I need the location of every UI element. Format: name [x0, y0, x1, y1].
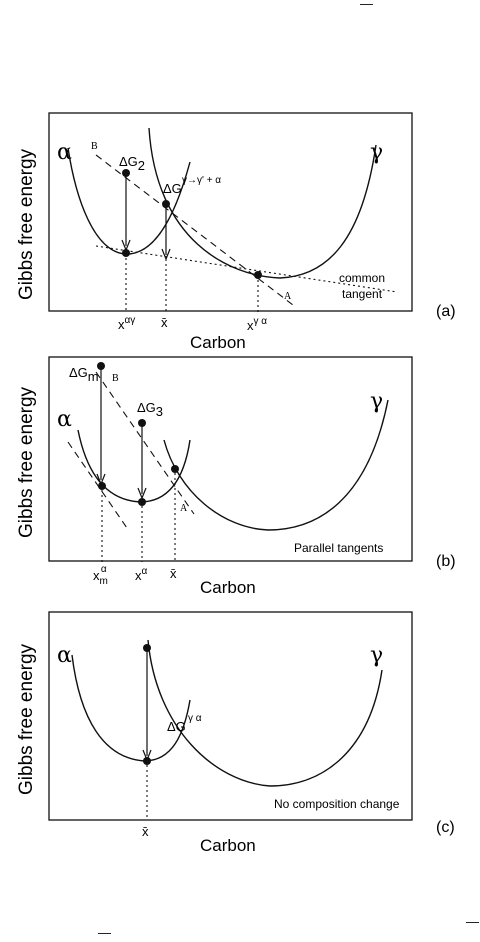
- panel-c-frame: [48, 611, 413, 821]
- panel-b-tick-xbar: x̄: [170, 566, 177, 581]
- panel-b-tick-xm-alpha: xmα: [93, 564, 108, 587]
- panel-c-dg-superscript: γ α: [188, 713, 202, 724]
- panel-a-point-a: A: [284, 291, 292, 302]
- panel-b-gamma-label: γ: [370, 389, 383, 414]
- panel-b-note: Parallel tangents: [294, 541, 383, 555]
- panel-a-dg-superscript: γ→γ' + α: [182, 175, 221, 186]
- panel-a-alpha-label: α: [57, 140, 72, 165]
- panel-a-tag: (a): [436, 303, 456, 320]
- panel-a-point-b: B: [91, 141, 98, 152]
- panel-a-dg2-symbol: ΔG2: [119, 154, 145, 173]
- panel-c-tick-xbar: x̄: [142, 824, 149, 839]
- panel-a-note-tangent: tangent: [342, 287, 383, 301]
- panel-a-tick-x-gamma-alpha: xγ α: [247, 316, 267, 333]
- panel-a-frame: [48, 112, 413, 312]
- panel-a-dg-symbol: ΔG: [163, 181, 182, 196]
- panel-b-tick-x-alpha: xα: [135, 566, 148, 583]
- panel-b-point-a: A: [180, 503, 188, 514]
- panel-b-gamma-curve: [163, 399, 389, 531]
- panel-c-tag: (c): [436, 819, 455, 836]
- panel-a-gamma-curve: [148, 127, 377, 279]
- panel-c-dg-symbol: ΔG: [167, 719, 186, 734]
- panel-c-alpha-label: α: [57, 643, 72, 668]
- panel-c-alpha-curve: [71, 654, 191, 762]
- panel-a-xlabel: Carbon: [190, 333, 246, 352]
- panel-a-gamma-label: γ: [370, 140, 383, 165]
- panel-b: Gibbs free energy α γ B A ΔGm ΔG3 Parall…: [16, 356, 456, 597]
- panel-c-point: [143, 644, 151, 652]
- panel-b-dg3-symbol: ΔG3: [137, 400, 163, 419]
- panel-a-point: [122, 169, 130, 177]
- panel-b-xlabel: Carbon: [200, 578, 256, 597]
- corner-mark-right: —: [466, 914, 479, 929]
- panel-b-tangent-ba: [95, 371, 195, 515]
- panel-b-point: [171, 465, 179, 473]
- panel-c-xlabel: Carbon: [200, 836, 256, 855]
- panel-c-gamma-label: γ: [370, 643, 383, 668]
- panel-a-point: [162, 200, 170, 208]
- panel-c-note: No composition change: [274, 797, 400, 811]
- panel-b-dgm-symbol: ΔGm: [69, 365, 99, 384]
- panel-c-ylabel: Gibbs free energy: [16, 643, 37, 795]
- panel-a-note-common: common: [339, 271, 385, 285]
- panel-b-parallel-tangent: [67, 441, 128, 529]
- panel-a-tick-xbar: x̄: [161, 315, 168, 330]
- panel-b-frame: [48, 356, 413, 562]
- panel-b-ylabel: Gibbs free energy: [16, 386, 37, 538]
- panel-a: Gibbs free energy α γ B A ΔG2 ΔG γ→γ' + …: [16, 112, 456, 352]
- panel-b-alpha-label: α: [57, 407, 72, 432]
- panel-a-ylabel: Gibbs free energy: [16, 148, 37, 300]
- panel-a-common-tangent: [95, 245, 398, 293]
- panel-a-tick-x-alpha-gamma: xαγ: [118, 315, 135, 332]
- panel-c-gamma-curve: [147, 639, 383, 787]
- panel-b-point-b: B: [112, 373, 119, 384]
- panel-b-point: [138, 498, 146, 506]
- panel-c: Gibbs free energy α γ ΔG γ α No composit…: [16, 611, 455, 855]
- corner-mark-bottom: —: [98, 925, 111, 940]
- panel-b-point: [97, 362, 105, 370]
- panel-b-point: [138, 419, 146, 427]
- panel-b-point: [98, 482, 106, 490]
- panel-c-point: [143, 757, 151, 765]
- panel-b-tag: (b): [436, 553, 456, 570]
- panel-a-tangent-ba: [95, 154, 294, 306]
- corner-mark-top: —: [360, 0, 373, 11]
